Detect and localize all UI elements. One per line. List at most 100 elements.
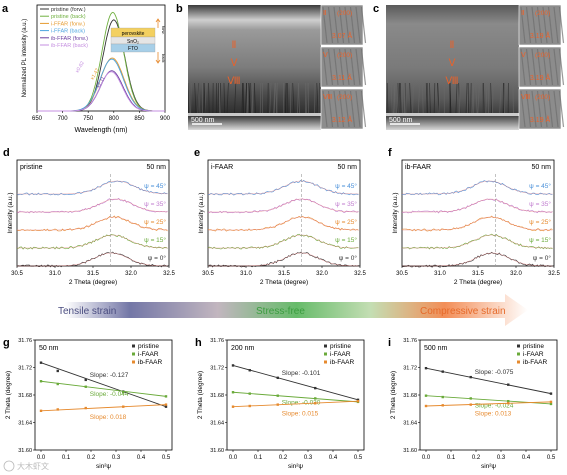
y-tick-label: 31.60 bbox=[403, 448, 417, 454]
x-tick-label: 0.1 bbox=[62, 455, 71, 461]
panel-letter: c bbox=[373, 3, 379, 15]
data-point bbox=[84, 378, 87, 382]
plot-frame bbox=[36, 4, 166, 112]
arrow-forw-label: forw. bbox=[161, 26, 166, 34]
legend-swatch bbox=[517, 352, 520, 356]
lattice-fringe bbox=[355, 48, 361, 86]
sem-texture bbox=[188, 82, 321, 116]
data-point bbox=[356, 399, 360, 403]
sem-grain bbox=[485, 82, 488, 114]
sem-grain bbox=[251, 82, 255, 114]
fit-line bbox=[40, 362, 167, 408]
x-tick-label: 0.0 bbox=[422, 455, 431, 461]
x-tick-label: 700 bbox=[58, 116, 69, 122]
psi-label: ψ = 45° bbox=[335, 182, 357, 190]
x-tick-label: 31.5 bbox=[87, 271, 99, 277]
legend-swatch bbox=[324, 344, 327, 348]
x-tick-label: 0.4 bbox=[329, 455, 338, 461]
sem-grain bbox=[259, 82, 262, 114]
x-axis-label: 2 Theta (degree) bbox=[454, 279, 502, 286]
panel-letter: e bbox=[194, 147, 200, 159]
xrd-fit bbox=[402, 198, 553, 213]
data-point bbox=[231, 405, 235, 408]
data-point bbox=[56, 369, 59, 373]
x-axis-label: sin²ψ bbox=[481, 463, 496, 470]
data-point bbox=[122, 405, 125, 408]
inset-layer-number: Ⅴ bbox=[323, 52, 328, 59]
sem-grain bbox=[409, 82, 412, 114]
watermark: 大木虾文 bbox=[3, 460, 49, 472]
strain-panels: g 50 nm 31.60 31.64 31.68 31.72 31.76 0.0 0.1 0.2… bbox=[3, 337, 558, 470]
x-tick-label: 32.0 bbox=[316, 271, 328, 277]
data-point bbox=[469, 375, 472, 379]
layer-fto: FTO bbox=[128, 46, 138, 52]
data-point bbox=[231, 364, 235, 367]
x-axis-label: Wavelength (nm) bbox=[74, 127, 127, 134]
inset-plane: (200) bbox=[337, 52, 352, 59]
y-tick-label: 31.72 bbox=[403, 366, 417, 372]
data-point bbox=[164, 405, 168, 408]
inset-d-spacing: 3.19 Å bbox=[530, 115, 551, 124]
data-point bbox=[424, 404, 428, 408]
strain-bar: Tensile strain Stress-free Compressive s… bbox=[58, 294, 528, 326]
psi-label: ψ = 15° bbox=[335, 236, 357, 244]
panel-a: a 650 700 750 800 850 900 Wavelength (nm) Nor… bbox=[2, 3, 171, 134]
layer-perovskite: perovskite bbox=[122, 31, 145, 37]
xrd-fit bbox=[208, 216, 359, 231]
lattice-fringe bbox=[558, 90, 565, 128]
layer-label-2: Ⅱ bbox=[450, 40, 455, 51]
y-tick-label: 31.76 bbox=[210, 338, 224, 344]
data-point bbox=[507, 399, 510, 403]
data-point bbox=[314, 397, 317, 400]
lattice-fringe bbox=[322, 90, 328, 128]
lattice-fringe bbox=[322, 48, 328, 86]
sem-grain bbox=[208, 82, 210, 114]
sem-grain bbox=[248, 82, 251, 114]
data-point bbox=[441, 404, 444, 407]
xrd-fit bbox=[17, 180, 168, 195]
y-axis-label: 2 Theta (degree) bbox=[390, 371, 397, 419]
lattice-fringe bbox=[322, 6, 328, 44]
xrd-fit bbox=[208, 180, 359, 195]
x-tick-label: 32.5 bbox=[163, 271, 175, 277]
psi-label: ψ = 25° bbox=[529, 218, 551, 226]
data-point bbox=[39, 361, 43, 364]
data-point bbox=[314, 402, 317, 405]
layer-label-8: Ⅷ bbox=[445, 76, 458, 87]
x-tick-label: 0.1 bbox=[254, 455, 263, 461]
data-point bbox=[39, 409, 43, 413]
data-point bbox=[84, 385, 87, 388]
lattice-fringe bbox=[531, 6, 537, 44]
lattice-fringe bbox=[333, 48, 339, 86]
lattice-fringe bbox=[547, 48, 554, 86]
legend-entry: i-FFAR (back) bbox=[51, 29, 85, 35]
stressfree-label: Stress-free bbox=[256, 306, 305, 317]
data-point bbox=[122, 391, 125, 394]
depth-label: 50 nm bbox=[532, 164, 552, 171]
sem-grain bbox=[455, 82, 458, 114]
sem-grain bbox=[470, 82, 472, 114]
psi-label: ψ = 0° bbox=[339, 254, 358, 262]
lattice-fringe bbox=[542, 48, 548, 86]
y-axis-label: 2 Theta (degree) bbox=[5, 371, 12, 419]
lattice-fringe bbox=[520, 48, 526, 86]
arrow-up-icon bbox=[155, 18, 161, 28]
lattice-fringe bbox=[327, 48, 334, 86]
psi-label: ψ = 0° bbox=[533, 254, 552, 262]
fit-line bbox=[40, 404, 167, 412]
xrd-fit bbox=[402, 252, 553, 267]
sem-grain bbox=[459, 82, 461, 114]
slope-label: Slope: 0.013 bbox=[475, 411, 512, 418]
lattice-fringe bbox=[536, 48, 543, 86]
x-tick-label: 0.5 bbox=[547, 455, 556, 461]
lattice-fringe bbox=[547, 90, 554, 128]
plot-frame bbox=[401, 159, 555, 267]
arrow-down-icon bbox=[155, 52, 161, 64]
lattice-fringe bbox=[531, 90, 537, 128]
x-tick-label: 0.4 bbox=[522, 455, 531, 461]
slope-label: Slope: -0.101 bbox=[282, 370, 321, 377]
data-point bbox=[56, 408, 59, 411]
pl-curves bbox=[37, 11, 165, 112]
x-tick-label: 0.0 bbox=[37, 455, 46, 461]
